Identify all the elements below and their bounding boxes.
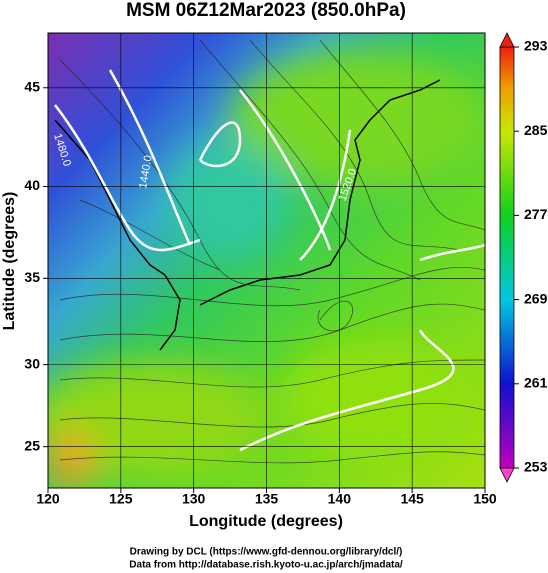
- y-tick-label: 35: [24, 269, 40, 285]
- colorbar-tick-label: 269: [524, 290, 548, 306]
- colorbar: [499, 46, 515, 469]
- footer: Data from http://database.rish.kyoto-u.a…: [129, 560, 403, 571]
- footer: Drawing by DCL (https://www.gfd-dennou.o…: [130, 547, 403, 558]
- y-tick-label: 40: [24, 177, 40, 193]
- x-tick-label: 125: [109, 491, 133, 507]
- contour-label: 1440.0: [137, 154, 155, 189]
- colorbar-tick-label: 293: [524, 38, 548, 54]
- x-axis-label: Longitude (degrees): [189, 513, 343, 530]
- y-tick-label: 25: [24, 437, 40, 453]
- x-tick-label: 130: [182, 491, 206, 507]
- x-tick-label: 145: [400, 491, 424, 507]
- colorbar-tick-label: 261: [524, 375, 548, 391]
- x-tick-label: 140: [328, 491, 352, 507]
- y-tick-label: 45: [24, 78, 40, 94]
- chart-title: MSM 06Z12Mar2023 (850.0hPa): [126, 0, 406, 21]
- x-tick-label: 120: [36, 491, 60, 507]
- colorbar-tick-label: 277: [524, 206, 548, 222]
- x-tick-label: 135: [255, 491, 279, 507]
- colorbar-tick-label: 253: [524, 459, 548, 475]
- x-tick-label: 150: [473, 491, 497, 507]
- colorbar-extend-min: [499, 467, 515, 483]
- colorbar-tick-label: 285: [524, 122, 548, 138]
- y-tick-label: 30: [24, 355, 40, 371]
- y-axis-label: Latitude (degrees): [1, 192, 18, 331]
- colorbar-extend-max: [499, 32, 515, 48]
- field: [48, 33, 485, 488]
